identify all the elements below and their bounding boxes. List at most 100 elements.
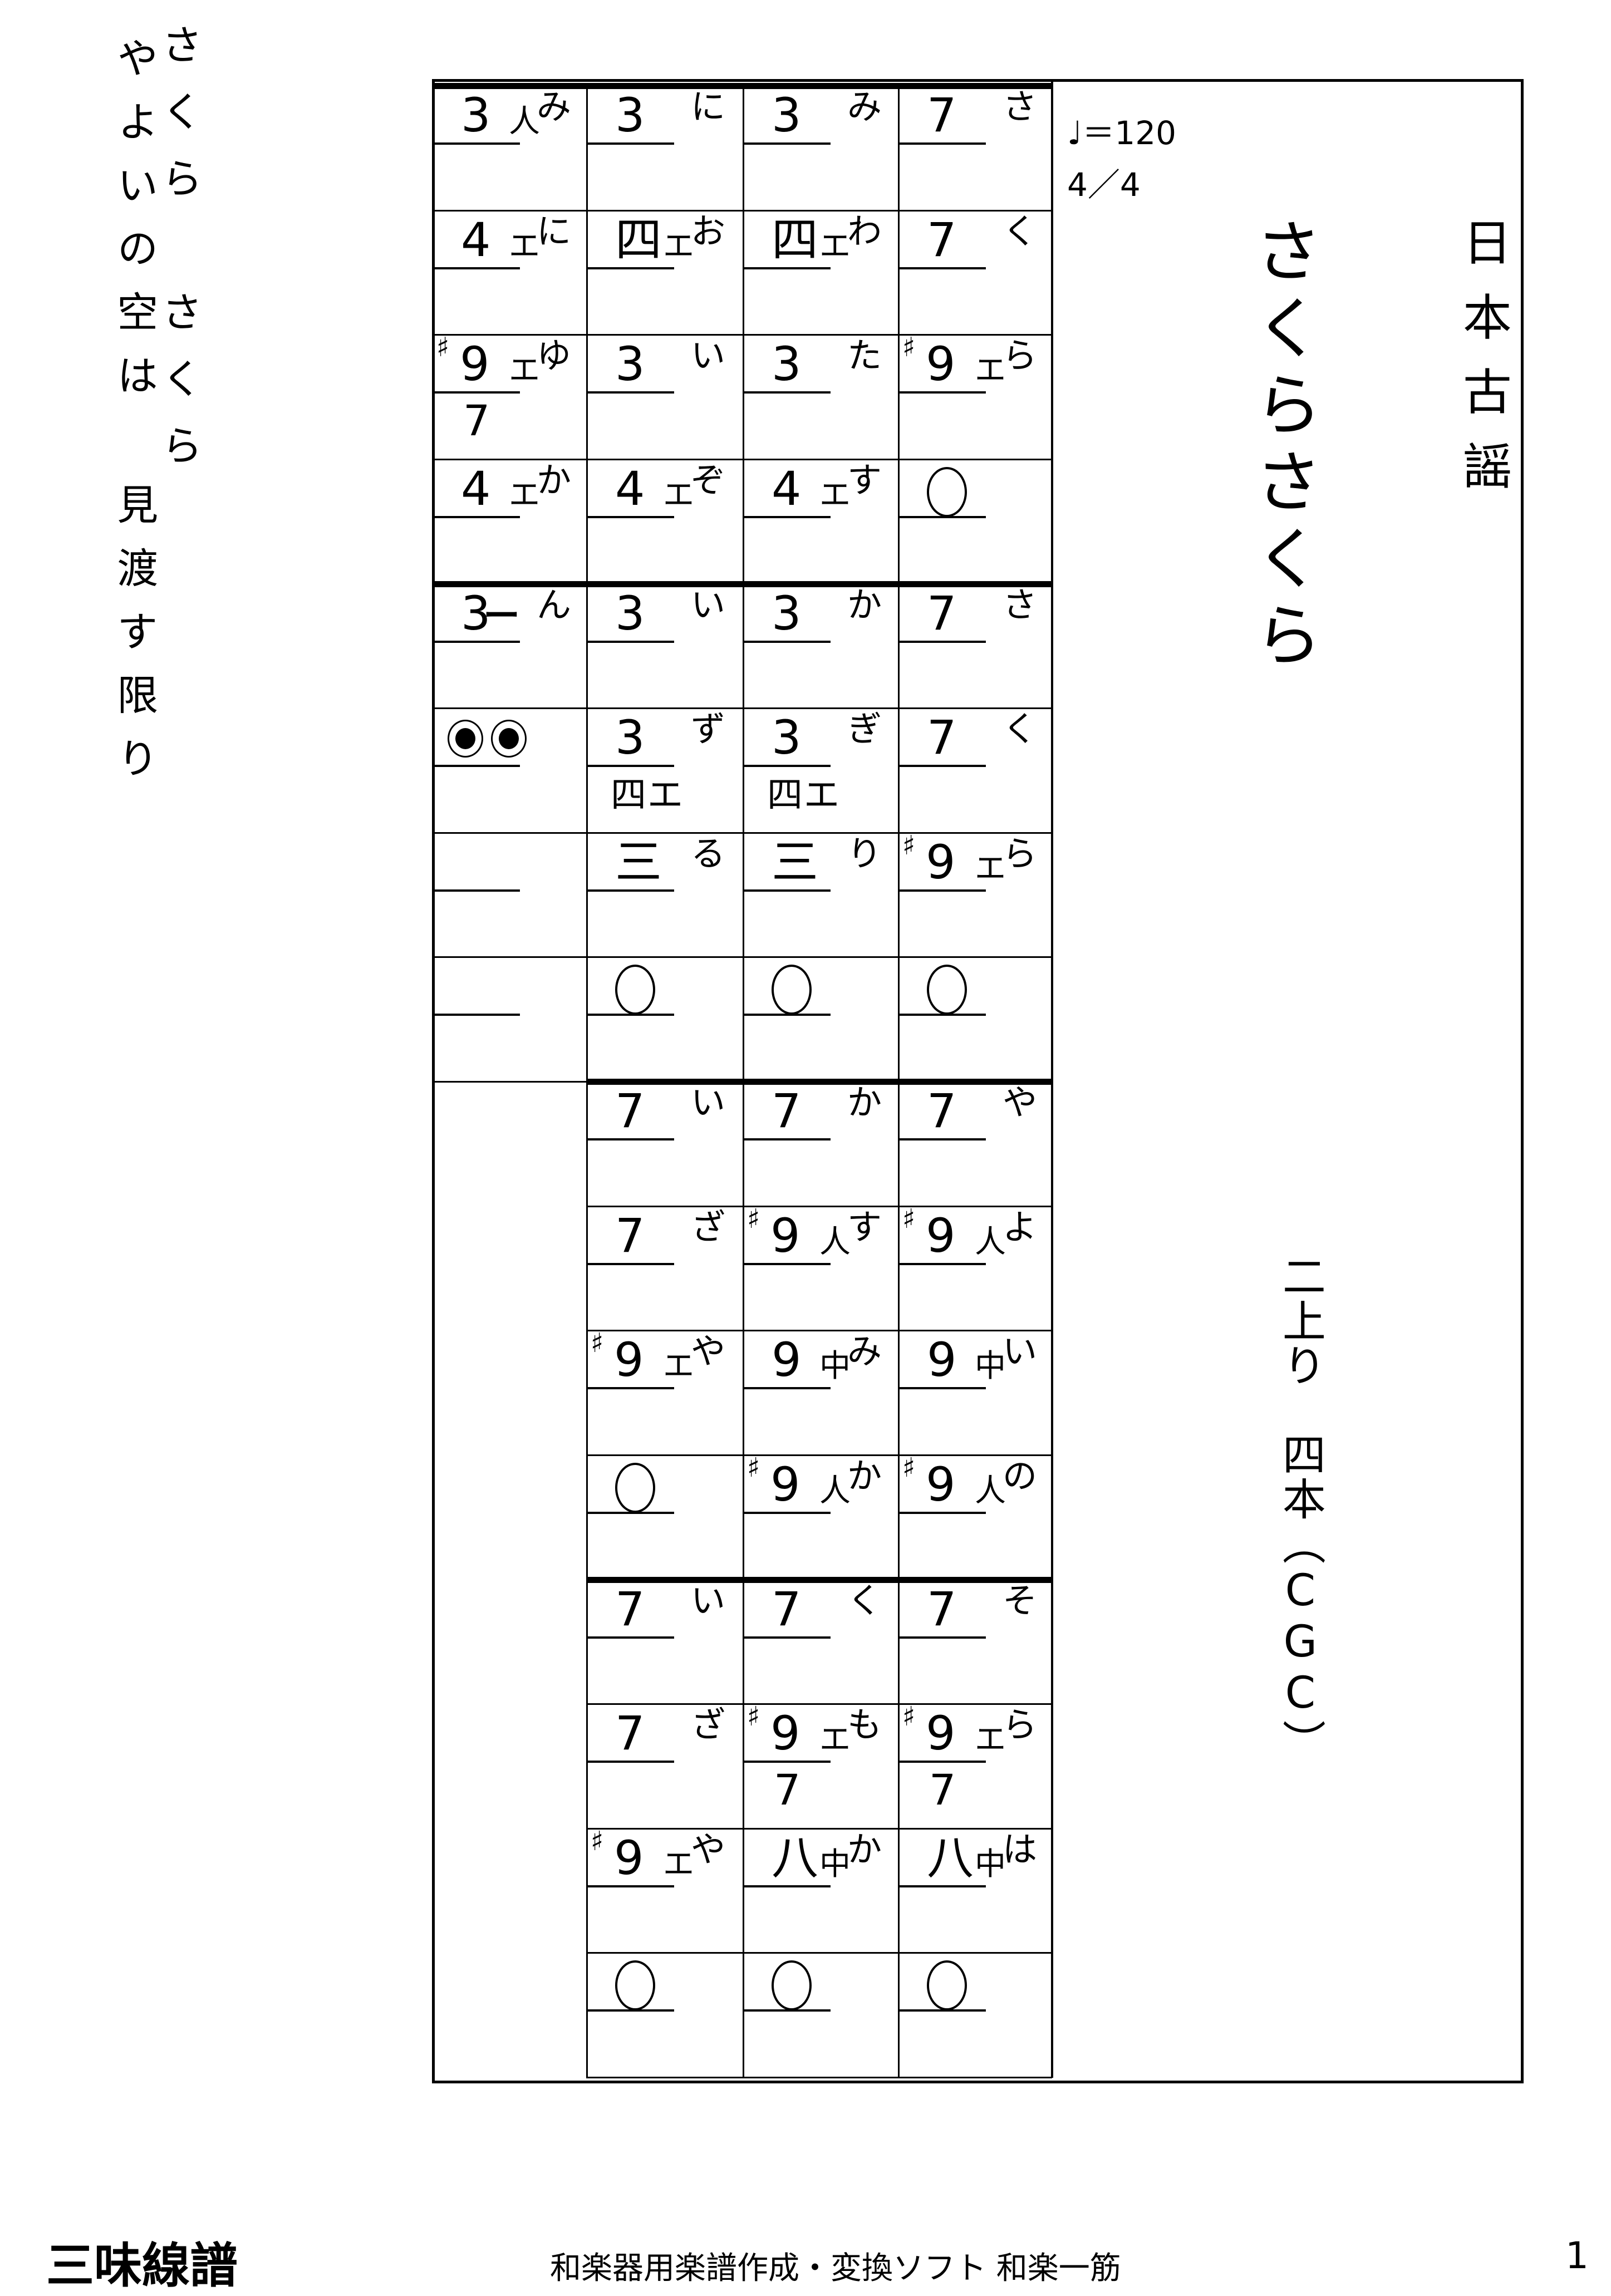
finger-marker: エ <box>509 228 540 264</box>
note-number: 9 <box>772 1333 802 1387</box>
measure-line <box>432 581 1052 587</box>
note-number: 9 <box>614 1333 644 1387</box>
paren-close: ） <box>1275 1719 1325 1764</box>
finger-marker: 人 <box>975 1224 1006 1260</box>
grid-line <box>586 2077 1052 2078</box>
score-cell-line-4-beat-6 <box>432 709 586 833</box>
beat-line <box>586 1263 674 1265</box>
paren-open: （ <box>1275 1521 1325 1566</box>
lyric-kana: く <box>1003 211 1038 252</box>
lyric-kana: い <box>1003 1331 1038 1371</box>
beat-line <box>586 1014 674 1016</box>
finger-marker: エ <box>509 477 540 513</box>
score-cell-line-3-beat-7: 三る <box>586 833 740 957</box>
beat-line <box>743 765 831 767</box>
second-note: 7 <box>929 1765 956 1815</box>
lyric-kana: さ <box>1003 584 1038 625</box>
rest-circle <box>772 965 812 1015</box>
lyric-kana: ざ <box>691 1207 726 1247</box>
note-number: 7 <box>927 586 957 641</box>
note-number: 4 <box>615 461 645 516</box>
beat-line <box>432 391 520 394</box>
grid-line <box>432 210 1052 212</box>
score-cell-line-4-beat-7 <box>432 833 586 957</box>
note-number: 9 <box>926 1706 956 1761</box>
note-number: 9 <box>926 337 956 391</box>
finger-marker: 人 <box>819 1224 851 1260</box>
note-number: 三 <box>772 835 819 889</box>
score-cell-line-3-beat-6: 3 ず四エ <box>586 709 740 833</box>
score-cell-line-2-beat-15: 八中か <box>743 1829 897 1953</box>
note-number: 八 <box>927 1831 974 1885</box>
note-number: 7 <box>927 213 957 267</box>
beat-line <box>586 889 674 892</box>
beat-line <box>898 889 986 892</box>
grid-line <box>432 832 1052 834</box>
finger-marker: エ <box>819 477 851 513</box>
lyrics-line-2b: 見渡す限り <box>110 483 158 800</box>
beat-line <box>898 765 986 767</box>
note-number: 3 <box>461 586 491 641</box>
end-dot <box>499 728 519 749</box>
lyric-kana: ぞ <box>691 460 726 500</box>
grid-line <box>432 1081 586 1083</box>
sharp-sign: ♯ <box>902 1203 916 1235</box>
beat-line <box>898 2009 986 2012</box>
lyric-kana: ざ <box>691 1704 726 1745</box>
beat-line <box>586 1761 674 1763</box>
finger-marker: エ <box>663 1846 694 1882</box>
beat-line <box>898 641 986 643</box>
finger-marker: 中 <box>819 1846 851 1882</box>
time-signature: 4／4 <box>1067 166 1141 204</box>
note-number: 3 <box>772 710 802 765</box>
lyric-kana: や <box>691 1331 726 1371</box>
beat-line <box>586 391 674 394</box>
score-cell-line-3-beat-16 <box>586 1953 740 2078</box>
beat-line <box>743 1138 831 1140</box>
beat-line <box>432 1014 520 1016</box>
lyric-kana: る <box>691 833 726 874</box>
beat-line <box>898 1387 986 1389</box>
lyric-kana: か <box>847 1829 882 1870</box>
beat-line <box>743 391 831 394</box>
second-note: 7 <box>774 1765 801 1815</box>
score-cell-line-3-beat-8 <box>586 957 740 1082</box>
finger-marker: エ <box>509 352 540 389</box>
grid-line <box>432 956 1052 958</box>
beat-line <box>898 1512 986 1514</box>
sharp-sign: ♯ <box>747 1701 760 1732</box>
beat-line <box>432 267 520 269</box>
beat-line <box>898 391 986 394</box>
lyric-kana: み <box>537 86 572 127</box>
beat-line <box>586 1512 674 1514</box>
note-number: 4 <box>461 213 491 267</box>
note-number: 7 <box>615 1084 645 1138</box>
score-cell-line-3-beat-12 <box>586 1456 740 1580</box>
beat-line <box>898 267 986 269</box>
sharp-sign: ♯ <box>591 1328 604 1359</box>
tuning-info: 二上り 四本（CGC） <box>1275 1254 1325 1764</box>
score-cell-line-1-beat-10: ♯ 9 人よ <box>898 1203 1052 1331</box>
lyric-kana: す <box>847 460 882 500</box>
note-number: 7 <box>772 1582 802 1636</box>
beat-line <box>586 267 674 269</box>
lyric-kana: に <box>691 86 726 127</box>
page-title: さくらさくら <box>1243 216 1323 677</box>
beat-line <box>743 1761 831 1763</box>
note-number: 7 <box>772 1084 802 1138</box>
end-circle <box>491 720 527 758</box>
note-number: 四 <box>772 213 819 267</box>
lyric-kana: ら <box>1003 1704 1038 1745</box>
finger-marker: エ <box>975 352 1006 389</box>
tempo-marking: ♩＝120 <box>1067 114 1177 152</box>
lyric-kana: た <box>847 335 882 376</box>
score-cell-line-1-beat-16 <box>898 1953 1052 2078</box>
end-circle <box>448 720 483 758</box>
lyric-kana: ず <box>691 709 726 749</box>
note-number: 9 <box>770 1208 800 1263</box>
